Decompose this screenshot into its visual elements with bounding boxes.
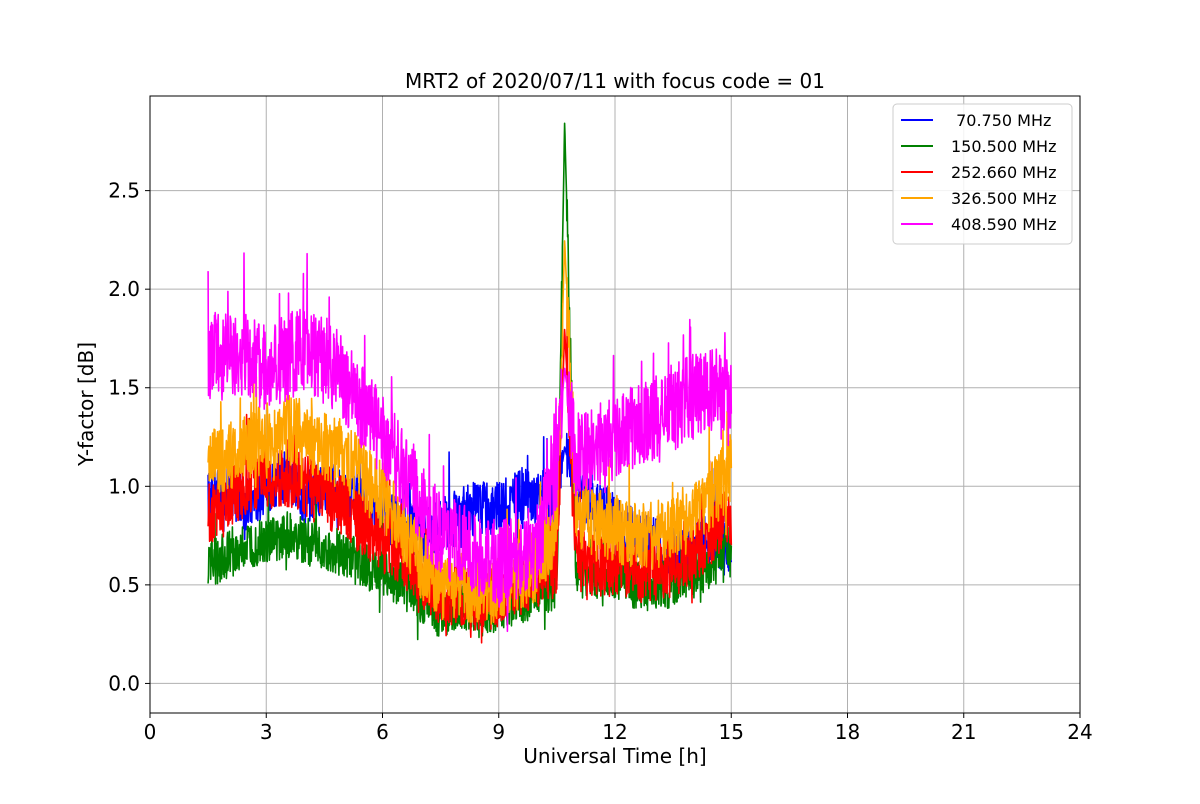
x-tick-label: 24 (1067, 720, 1092, 744)
legend-label: 408.590 MHz (951, 215, 1056, 234)
x-tick-label: 3 (260, 720, 273, 744)
x-tick-label: 12 (602, 720, 627, 744)
x-tick-label: 15 (719, 720, 744, 744)
y-tick-label: 2.5 (108, 179, 140, 203)
y-tick-label: 2.0 (108, 277, 140, 301)
series-line (207, 252, 733, 633)
y-tick-label: 1.0 (108, 474, 140, 498)
y-tick-label: 0.0 (108, 671, 140, 695)
y-tick-label: 0.5 (108, 573, 140, 597)
x-tick-label: 0 (144, 720, 157, 744)
legend-label: 70.750 MHz (951, 111, 1051, 130)
legend-label: 326.500 MHz (951, 189, 1056, 208)
x-axis-label: Universal Time [h] (523, 744, 706, 768)
legend-label: 150.500 MHz (951, 137, 1056, 156)
x-tick-label: 18 (835, 720, 860, 744)
y-tick-label: 1.5 (108, 376, 140, 400)
legend-label: 252.660 MHz (951, 163, 1056, 182)
x-tick-label: 6 (376, 720, 389, 744)
legend-frame (892, 103, 1073, 245)
x-tick-label: 21 (951, 720, 976, 744)
series-layer (207, 122, 733, 644)
legend: 70.750 MHz 150.500 MHz 252.660 MHz 326.500 … (892, 103, 1073, 245)
y-axis-label: Y-factor [dB] (74, 342, 98, 467)
tick-layer: 0 3 6 9 12 15 18 21 24 0.0 0.5 1.0 1.5 2.0 2.5 (108, 179, 1093, 744)
x-tick-label: 9 (492, 720, 505, 744)
chart-title: MRT2 of 2020/07/11 with focus code = 01 (405, 69, 825, 93)
